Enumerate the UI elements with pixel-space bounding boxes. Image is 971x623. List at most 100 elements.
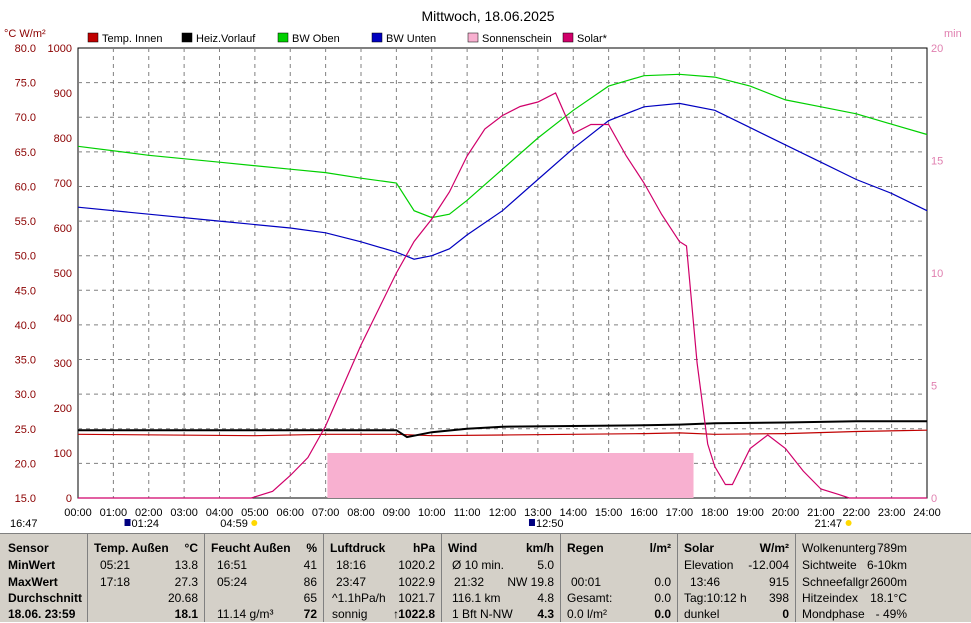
temp-tick-label: 45.0 bbox=[15, 285, 36, 297]
temp-tick-label: 75.0 bbox=[15, 78, 36, 90]
x-tick-label: 24:00 bbox=[913, 507, 941, 519]
series-bw-unten bbox=[77, 102, 928, 260]
solar-tick-label: 0 bbox=[66, 493, 72, 505]
stats-extra: Wolkenunterg 789m Sichtweite 6-10km Schnee… bbox=[796, 534, 971, 622]
wind-bft: 1 Bft N-NW bbox=[452, 607, 513, 621]
wind-dist-val: 4.8 bbox=[537, 591, 554, 605]
temp-tick-label: 55.0 bbox=[15, 216, 36, 228]
minutes-tick-label: 0 bbox=[931, 493, 937, 505]
left-time-label: 16:47 bbox=[10, 518, 38, 530]
x-tick-label: 05:00 bbox=[241, 507, 269, 519]
plot-area bbox=[77, 73, 928, 499]
x-tick-label: 10:00 bbox=[418, 507, 446, 519]
series-temp-innen bbox=[77, 429, 928, 437]
temp-unit: °C bbox=[184, 541, 198, 555]
solar-unit: W/m² bbox=[759, 541, 789, 555]
extra-k3: Schneefallgr bbox=[802, 575, 869, 589]
rain-total: 0.0 bbox=[654, 591, 671, 605]
stats-sensor: Sensor MinWert MaxWert Durchschnitt 18.0… bbox=[0, 534, 88, 622]
sunrise-icon bbox=[251, 520, 258, 526]
hum-min: 41 bbox=[303, 558, 317, 572]
x-tick-label: 03:00 bbox=[170, 507, 198, 519]
wind-avg: 5.0 bbox=[537, 558, 554, 572]
legend-swatch bbox=[87, 32, 99, 43]
legend-swatch bbox=[562, 32, 574, 43]
wind-avg-label: Ø 10 min. bbox=[452, 558, 505, 572]
rain-v1: 0.0 bbox=[654, 575, 671, 589]
press-unit: hPa bbox=[412, 541, 435, 555]
x-tick-label: 06:00 bbox=[276, 507, 304, 519]
solar-tick-label: 600 bbox=[54, 223, 72, 235]
left-axis-label: °C W/m² bbox=[4, 28, 46, 40]
sunset-icon bbox=[845, 520, 852, 526]
stats-pressure: Luftdruck hPa 18:16 1020.2 23:47 1022.9 ^1.… bbox=[324, 534, 442, 622]
extra-k2: Sichtweite bbox=[802, 558, 857, 572]
stats-solar: Solar W/m² Elevation -12.004 13:46 915 Tag:… bbox=[678, 534, 796, 622]
moonrise-icon bbox=[124, 519, 131, 526]
solar-tick-label: 100 bbox=[54, 448, 72, 460]
legend-label: BW Unten bbox=[386, 33, 436, 45]
sonnenschein-area bbox=[327, 453, 694, 498]
series-heiz-vorlauf bbox=[78, 420, 927, 439]
moonset-icon bbox=[528, 519, 535, 526]
legend-swatch bbox=[181, 32, 193, 43]
hum-unit: % bbox=[306, 541, 317, 555]
solar-elev: -12.004 bbox=[748, 558, 789, 572]
hum-title: Feucht Außen bbox=[211, 541, 291, 555]
x-tick-label: 18:00 bbox=[701, 507, 729, 519]
legend-label: Temp. Innen bbox=[102, 33, 163, 45]
press-trend: ^1.1hPa/h bbox=[332, 591, 386, 605]
temp-tick-label: 80.0 bbox=[15, 43, 36, 55]
solar-max-time: 13:46 bbox=[690, 575, 721, 589]
x-tick-label: 15:00 bbox=[595, 507, 623, 519]
extra-v4: 18.1°C bbox=[870, 591, 907, 605]
moonset-time: 12:50 bbox=[536, 518, 564, 530]
solar-tick-label: 900 bbox=[54, 88, 72, 100]
hum-current: 72 bbox=[303, 607, 317, 621]
stats-panel: Sensor MinWert MaxWert Durchschnitt 18.0… bbox=[0, 533, 971, 622]
solar-tick-label: 800 bbox=[54, 133, 72, 145]
temp-tick-label: 60.0 bbox=[15, 181, 36, 193]
temp-tick-label: 15.0 bbox=[15, 493, 36, 505]
press-max-time: 23:47 bbox=[336, 575, 367, 589]
rain-total-label: Gesamt: bbox=[567, 591, 613, 605]
press-min: 1020.2 bbox=[398, 558, 435, 572]
legend-label: Solar* bbox=[577, 33, 608, 45]
trend-up-arrow-icon: ↑ bbox=[393, 607, 399, 621]
x-tick-label: 07:00 bbox=[312, 507, 340, 519]
legend-swatch bbox=[467, 32, 479, 43]
solar-current: 0 bbox=[782, 607, 789, 621]
rain-current: 0.0 bbox=[654, 607, 671, 621]
series-solar bbox=[78, 92, 927, 499]
rain-cur-label: 0.0 l/m² bbox=[567, 607, 608, 621]
sunset-time: 21:47 bbox=[815, 518, 843, 530]
wind-gust-time: 21:32 bbox=[454, 575, 485, 589]
hum-min-time: 16:51 bbox=[217, 558, 248, 572]
stats-rain: Regen l/m² 00:01 0.0 Gesamt: 0.0 0.0 l/m² 0.… bbox=[561, 534, 678, 622]
extra-v1: 789m bbox=[876, 541, 907, 555]
temp-avg: 20.68 bbox=[167, 591, 198, 605]
legend-label: Heiz.Vorlauf bbox=[196, 33, 256, 45]
temp-max: 27.3 bbox=[174, 575, 198, 589]
x-tick-label: 20:00 bbox=[772, 507, 800, 519]
solar-elev-label: Elevation bbox=[684, 558, 734, 572]
solar-day-val: 398 bbox=[768, 591, 789, 605]
time-markers: 16:47 01:24 04:59 12:50 21:47 bbox=[10, 518, 852, 530]
temp-min: 13.8 bbox=[174, 558, 198, 572]
extra-v2: 6-10km bbox=[866, 558, 907, 572]
solar-tick-label: 1000 bbox=[48, 43, 72, 55]
wind-current: 4.3 bbox=[537, 607, 554, 621]
temp-max-time: 17:18 bbox=[100, 575, 131, 589]
x-tick-label: 13:00 bbox=[524, 507, 552, 519]
x-tick-label: 22:00 bbox=[842, 507, 870, 519]
x-tick-label: 11:00 bbox=[454, 507, 481, 519]
weather-chart: Mittwoch, 18.06.2025 °C W/m² min Temp. I… bbox=[4, 8, 962, 530]
solar-tick-label: 200 bbox=[54, 403, 72, 415]
x-tick-label: 01:00 bbox=[100, 507, 128, 519]
solar-tick-label: 700 bbox=[54, 178, 72, 190]
right-axis-label: min bbox=[944, 28, 962, 40]
solar-tick-label: 300 bbox=[54, 358, 72, 370]
extra-v5: - 49% bbox=[875, 607, 907, 621]
legend-label: Sonnenschein bbox=[482, 33, 552, 45]
minutes-tick-label: 20 bbox=[931, 43, 943, 55]
